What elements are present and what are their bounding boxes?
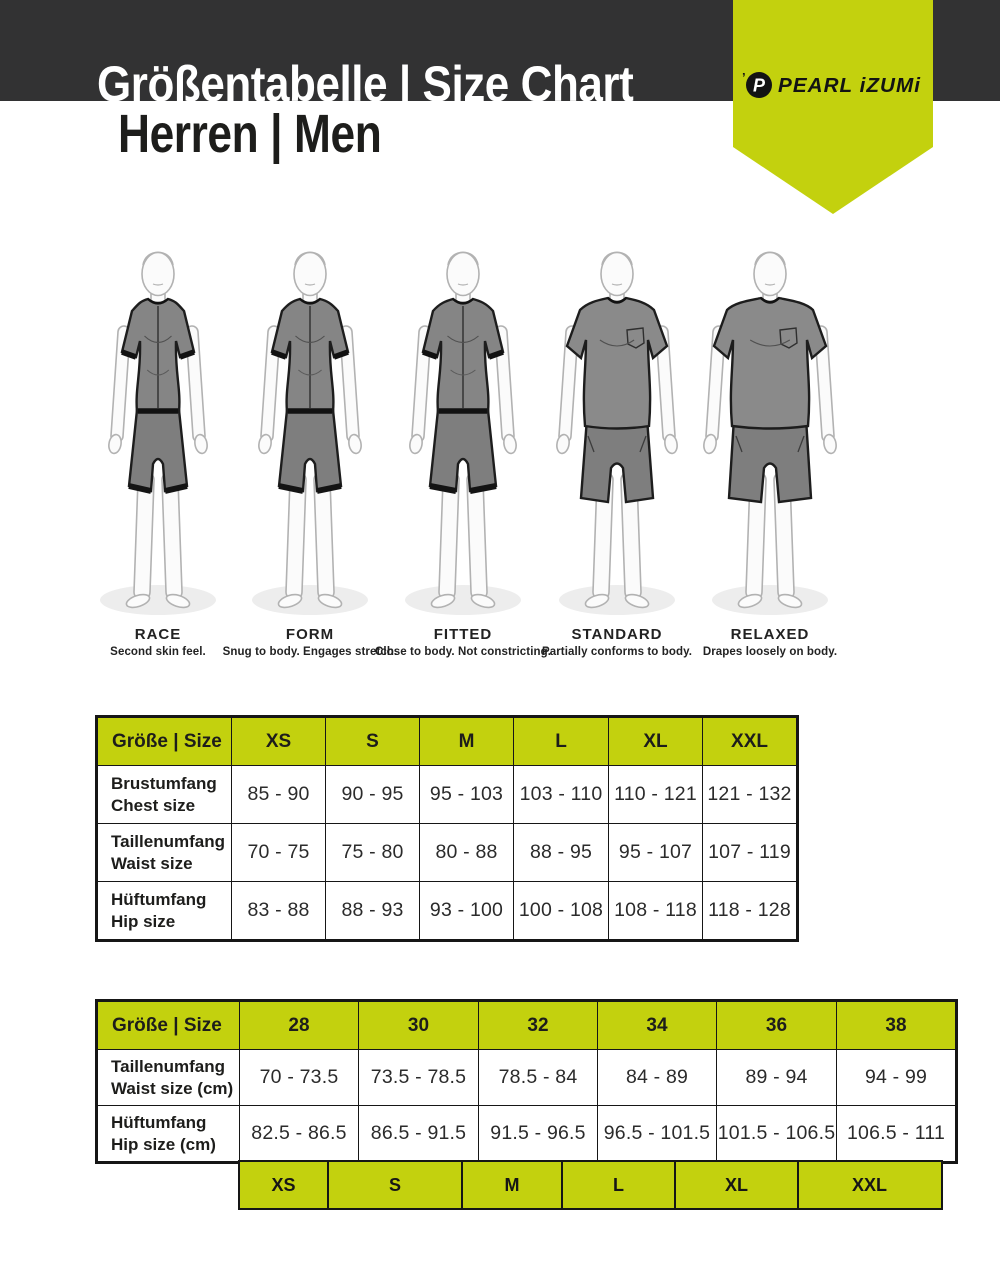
size-value-cell: 101.5 - 106.5	[716, 1105, 837, 1163]
fit-figure-standard: STANDARD Partially conforms to body.	[522, 240, 712, 658]
size-column-header: XXL	[702, 716, 798, 766]
letter-size-table: Größe | Size XS S M L XL XXL Brustumfang Chest …	[95, 715, 799, 942]
numeric-size-table: Größe | Size 28 30 32 34 36 38 Taillenumfang Wa…	[95, 999, 958, 1164]
page-subtitle: Herren | Men	[118, 104, 382, 164]
size-value-cell: 95 - 107	[608, 823, 703, 882]
size-value-cell: 83 - 88	[231, 881, 326, 941]
size-value-cell: 106.5 - 111	[836, 1105, 957, 1163]
fit-name: RELAXED	[730, 626, 810, 643]
letter-mapping-cell: L	[560, 1160, 677, 1210]
fit-figure-race: RACE Second skin feel.	[63, 240, 253, 658]
fit-mannequin-illustration	[252, 251, 368, 615]
fit-figure-fitted: FITTED Close to body. Not constricting.	[368, 240, 558, 658]
size-column-header: 36	[716, 1000, 837, 1050]
logo-apostrophe-icon: ’	[742, 70, 746, 85]
fit-mannequin-illustration	[556, 251, 678, 615]
size-value-cell: 84 - 89	[597, 1049, 717, 1106]
fit-figure-relaxed: RELAXED Drapes loosely on body.	[675, 240, 865, 658]
size-value-cell: 82.5 - 86.5	[239, 1105, 359, 1163]
size-value-cell: 107 - 119	[702, 823, 798, 882]
measurement-label: Taillenumfang Waist size	[96, 823, 232, 882]
fit-name: STANDARD	[571, 626, 663, 643]
letter-mapping-cell: XXL	[796, 1160, 943, 1210]
measurement-row: Brustumfang Chest size 85 - 90 90 - 95 95 - …	[96, 765, 798, 824]
page-title: Größentabelle | Size Chart	[97, 56, 634, 101]
size-value-cell: 75 - 80	[325, 823, 420, 882]
fit-mannequin-illustration	[100, 251, 216, 615]
fit-mannequin-illustration	[405, 251, 521, 615]
size-column-header: M	[419, 716, 514, 766]
size-value-cell: 70 - 75	[231, 823, 326, 882]
size-value-cell: 100 - 108	[513, 881, 609, 941]
size-value-cell: 88 - 93	[325, 881, 420, 941]
fit-description: Partially conforms to body.	[541, 646, 693, 658]
table-corner-label: Größe | Size	[96, 716, 232, 766]
fit-mannequin-illustration	[703, 251, 837, 615]
fit-name: RACE	[134, 626, 182, 643]
size-value-cell: 85 - 90	[231, 765, 326, 824]
measurement-row: Hüftumfang Hip size (cm) 82.5 - 86.5 86.5 -…	[96, 1105, 957, 1163]
size-value-cell: 88 - 95	[513, 823, 609, 882]
size-column-header: S	[325, 716, 420, 766]
size-value-cell: 110 - 121	[608, 765, 703, 824]
size-column-header: 28	[239, 1000, 359, 1050]
size-value-cell: 96.5 - 101.5	[597, 1105, 717, 1163]
size-value-cell: 121 - 132	[702, 765, 798, 824]
size-value-cell: 93 - 100	[419, 881, 514, 941]
measurement-label: Hüftumfang Hip size	[96, 881, 232, 941]
letter-mapping-cell: XL	[674, 1160, 799, 1210]
brand-name: PEARL iZUMi	[778, 75, 921, 97]
size-value-cell: 78.5 - 84	[478, 1049, 598, 1106]
measurement-row: Taillenumfang Waist size (cm) 70 - 73.5 73.…	[96, 1049, 957, 1106]
table-corner-label: Größe | Size	[96, 1000, 240, 1050]
measurement-label: Brustumfang Chest size	[96, 765, 232, 824]
measurement-label: Taillenumfang Waist size (cm)	[96, 1049, 240, 1106]
letter-mapping-row: XS S M L XL XXL	[238, 1160, 943, 1210]
numeric-size-header-row: Größe | Size 28 30 32 34 36 38	[96, 1000, 957, 1050]
letter-mapping-cell: S	[326, 1160, 464, 1210]
size-value-cell: 80 - 88	[419, 823, 514, 882]
size-value-cell: 94 - 99	[836, 1049, 957, 1106]
size-value-cell: 108 - 118	[608, 881, 703, 941]
fit-description: Second skin feel.	[110, 646, 206, 658]
size-column-header: XL	[608, 716, 703, 766]
size-column-header: XS	[231, 716, 326, 766]
size-value-cell: 73.5 - 78.5	[358, 1049, 479, 1106]
size-value-cell: 90 - 95	[325, 765, 420, 824]
size-value-cell: 91.5 - 96.5	[478, 1105, 598, 1163]
letter-mapping-cell: XS	[238, 1160, 329, 1210]
size-column-header: 30	[358, 1000, 479, 1050]
measurement-row: Hüftumfang Hip size 83 - 88 88 - 93 93 - 100…	[96, 881, 798, 941]
fit-guide: RACE Second skin feel. FORM Snug to body. E…	[0, 240, 1000, 670]
size-value-cell: 70 - 73.5	[239, 1049, 359, 1106]
letter-size-header-row: Größe | Size XS S M L XL XXL	[96, 716, 798, 766]
pearl-izumi-logo-icon: ’ P PEARL iZUMi	[742, 70, 921, 98]
letter-mapping-cell: M	[461, 1160, 563, 1210]
size-column-header: L	[513, 716, 609, 766]
size-value-cell: 95 - 103	[419, 765, 514, 824]
logo-p-glyph: P	[753, 76, 766, 96]
size-column-header: 32	[478, 1000, 598, 1050]
fit-figure-form: FORM Snug to body. Engages stretch.	[215, 240, 405, 658]
logo-circle-icon	[746, 72, 772, 98]
size-value-cell: 118 - 128	[702, 881, 798, 941]
brand-ribbon: ’ P PEARL iZUMi	[733, 0, 933, 214]
size-value-cell: 103 - 110	[513, 765, 609, 824]
size-column-header: 34	[597, 1000, 717, 1050]
measurement-row: Taillenumfang Waist size 70 - 75 75 - 80 80 …	[96, 823, 798, 882]
fit-description: Close to body. Not constricting.	[374, 646, 552, 658]
fit-name: FORM	[285, 626, 335, 643]
fit-name: FITTED	[433, 626, 493, 643]
size-value-cell: 89 - 94	[716, 1049, 837, 1106]
size-column-header: 38	[836, 1000, 957, 1050]
measurement-label: Hüftumfang Hip size (cm)	[96, 1105, 240, 1163]
fit-description: Snug to body. Engages stretch.	[222, 646, 398, 658]
ribbon-shape	[733, 0, 933, 214]
fit-description: Drapes loosely on body.	[702, 646, 838, 658]
size-value-cell: 86.5 - 91.5	[358, 1105, 479, 1163]
